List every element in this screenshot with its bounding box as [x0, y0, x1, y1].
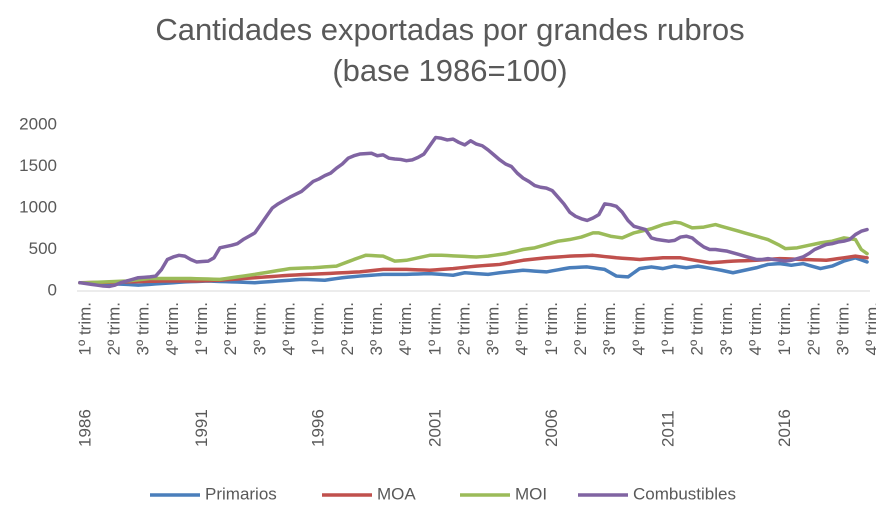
- series-line: [78, 135, 869, 289]
- x-group-label: 2006: [542, 409, 561, 447]
- chart-title: Cantidades exportadas por grandes rubros: [155, 12, 744, 47]
- y-tick-label: 1000: [19, 197, 57, 216]
- x-group-label: 2016: [775, 409, 794, 447]
- x-tick-label: 1º trim.: [542, 302, 561, 355]
- x-tick-label: 2º trim.: [338, 302, 357, 355]
- x-tick-label: 2º trim.: [454, 302, 473, 355]
- x-group-label: 1986: [75, 409, 94, 447]
- x-tick-label: 4º trim.: [396, 302, 415, 355]
- legend-label: MOI: [515, 484, 547, 503]
- x-group-label: 1991: [192, 409, 211, 447]
- legend-label: MOA: [377, 484, 416, 503]
- y-tick-label: 2000: [19, 114, 57, 133]
- chart-title: (base 1986=100): [332, 53, 567, 88]
- series-line: [78, 220, 869, 285]
- x-tick-label: 4º trim.: [163, 302, 182, 355]
- x-tick-label: 3º trim.: [250, 302, 269, 355]
- x-tick-label: 1º trim.: [775, 302, 794, 355]
- x-tick-label: 2º trim.: [571, 302, 590, 355]
- y-tick-label: 500: [29, 239, 57, 258]
- x-tick-label: 1º trim.: [309, 302, 328, 355]
- x-tick-label: 4º trim.: [629, 302, 648, 355]
- x-group-label: 2011: [658, 410, 677, 447]
- x-tick-label: 1º trim.: [192, 302, 211, 355]
- x-tick-label: 1º trim.: [658, 302, 677, 355]
- x-tick-label: 2º trim.: [688, 302, 707, 355]
- x-tick-label: 2º trim.: [105, 302, 124, 355]
- y-tick-label: 0: [48, 280, 57, 299]
- x-tick-label: 1º trim.: [425, 302, 444, 355]
- x-tick-label: 3º trim.: [484, 302, 503, 355]
- x-tick-label: 4º trim.: [279, 302, 298, 355]
- legend: Primarios MOA MOI Combustibles: [150, 484, 736, 503]
- x-tick-label: 1º trim.: [75, 302, 94, 355]
- x-tick-label: 3º trim.: [367, 302, 386, 355]
- x-tick-label: 3º trim.: [717, 302, 736, 355]
- y-tick-label: 1500: [19, 156, 57, 175]
- legend-label: Primarios: [205, 484, 277, 503]
- x-tick-label: 3º trim.: [134, 302, 153, 355]
- x-group-label: 1996: [309, 409, 328, 447]
- x-tick-label: 3º trim.: [833, 302, 852, 355]
- legend-label: Combustibles: [633, 484, 736, 503]
- x-tick-label: 2º trim.: [804, 302, 823, 355]
- x-tick-label: 3º trim.: [600, 302, 619, 355]
- x-group-label: 2001: [425, 409, 444, 447]
- x-tick-label: 2º trim.: [221, 302, 240, 355]
- x-tick-label: 4º trim.: [863, 302, 876, 355]
- x-tick-label: 4º trim.: [746, 302, 765, 355]
- x-tick-label: 4º trim.: [513, 302, 532, 355]
